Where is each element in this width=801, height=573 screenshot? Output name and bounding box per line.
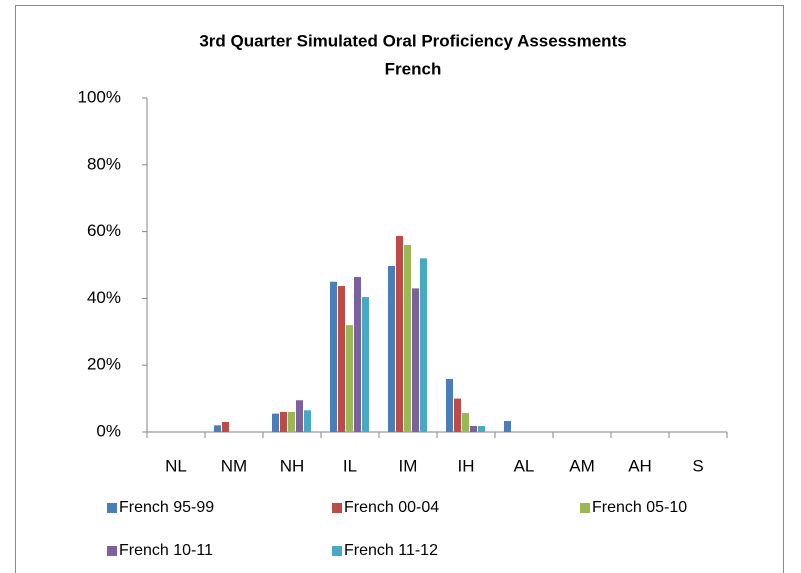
legend-label: French 11-12	[344, 542, 438, 559]
bar	[478, 425, 485, 432]
bar	[504, 420, 511, 432]
bar	[454, 398, 461, 432]
y-tick-label: 0%	[96, 421, 121, 440]
y-tick-label: 40%	[87, 288, 121, 307]
bar	[446, 378, 453, 432]
bar	[470, 425, 477, 432]
legend-label: French 95-99	[119, 499, 214, 516]
legend-label: French 10-11	[119, 542, 213, 559]
x-tick-label: NM	[221, 456, 247, 475]
bar	[330, 281, 337, 432]
x-tick-label: NL	[165, 456, 187, 475]
legend-swatch	[332, 546, 342, 556]
y-tick-label: 20%	[87, 355, 121, 374]
bar	[288, 411, 295, 432]
x-tick-label: NH	[280, 456, 305, 475]
legend-label: French 00-04	[344, 499, 439, 516]
legend-swatch	[580, 503, 590, 513]
y-tick-label: 100%	[78, 87, 121, 106]
bar	[296, 400, 303, 432]
bar	[338, 286, 345, 432]
x-tick-label: S	[692, 456, 703, 475]
bar	[222, 421, 229, 432]
legend-label: French 05-10	[592, 499, 687, 516]
bar	[388, 266, 395, 432]
bar	[354, 277, 361, 432]
bar	[214, 425, 221, 432]
x-tick-label: IH	[458, 456, 475, 475]
bar	[346, 325, 353, 432]
chart-title: 3rd Quarter Simulated Oral Proficiency A…	[199, 31, 626, 50]
legend-swatch	[332, 503, 342, 513]
y-tick-label: 60%	[87, 221, 121, 240]
x-tick-label: IL	[343, 456, 357, 475]
legend-swatch	[107, 546, 117, 556]
x-tick-label: AL	[514, 456, 535, 475]
bar	[420, 258, 427, 432]
y-tick-label: 80%	[87, 154, 121, 173]
bar	[412, 288, 419, 432]
bar	[362, 297, 369, 432]
x-tick-label: AM	[569, 456, 595, 475]
bar	[462, 412, 469, 432]
x-tick-label: IM	[399, 456, 418, 475]
bar	[272, 413, 279, 432]
bar	[304, 410, 311, 432]
bar	[404, 244, 411, 432]
chart-subtitle: French	[385, 59, 442, 78]
x-tick-label: AH	[628, 456, 652, 475]
bar	[280, 411, 287, 432]
legend-swatch	[107, 503, 117, 513]
bar	[396, 235, 403, 432]
